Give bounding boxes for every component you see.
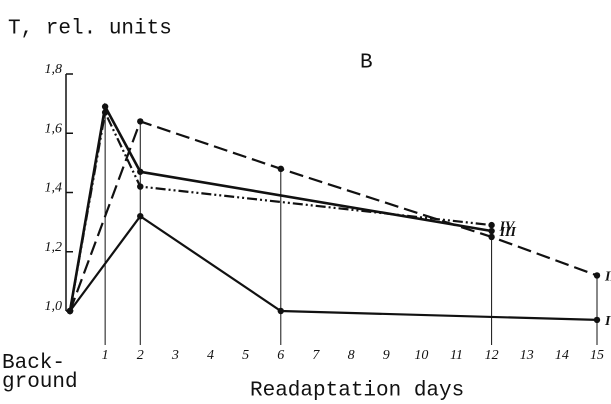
x-tick-label: 15 bbox=[590, 348, 604, 363]
x-tick-label: 1 bbox=[102, 348, 109, 363]
data-point bbox=[488, 227, 495, 235]
series-line bbox=[68, 120, 598, 312]
x-tick-label: Back- ground bbox=[2, 352, 78, 394]
data-point bbox=[137, 213, 144, 220]
series-line bbox=[68, 102, 492, 312]
data-point bbox=[137, 168, 144, 175]
data-point bbox=[277, 307, 284, 315]
data-point bbox=[488, 221, 495, 229]
y-tick-label: 1,6 bbox=[45, 121, 63, 136]
data-point bbox=[137, 118, 144, 125]
series-line bbox=[69, 214, 598, 321]
data-point bbox=[593, 272, 601, 279]
y-tick-label: 1,4 bbox=[45, 181, 63, 196]
x-tick-label: 8 bbox=[348, 348, 355, 363]
x-tick-label: 13 bbox=[520, 348, 534, 363]
y-axis-label: T, rel. units bbox=[8, 18, 172, 41]
y-tick-label: 1,8 bbox=[45, 62, 63, 77]
data-point bbox=[488, 233, 495, 241]
data-point bbox=[277, 165, 284, 172]
x-axis-label: Readaptation days bbox=[250, 380, 464, 403]
x-tick-label: 3 bbox=[171, 348, 179, 363]
series-label: III bbox=[499, 225, 517, 240]
y-tick-label: 1,2 bbox=[45, 240, 63, 255]
data-point bbox=[137, 183, 144, 190]
series-label: IV bbox=[499, 219, 516, 234]
x-tick-label: 14 bbox=[555, 348, 569, 363]
x-tick-label: 12 bbox=[485, 348, 499, 363]
data-point bbox=[101, 103, 109, 110]
x-tick-label: 2 bbox=[137, 348, 144, 363]
series-line bbox=[68, 108, 492, 312]
data-point bbox=[593, 316, 601, 324]
series-label: II bbox=[604, 270, 611, 285]
y-tick-label: 1,0 bbox=[45, 299, 63, 314]
x-tick-label: 11 bbox=[450, 348, 463, 363]
annotation: B bbox=[360, 52, 373, 75]
x-tick-label: 10 bbox=[414, 348, 428, 363]
data-point bbox=[101, 109, 109, 116]
x-tick-label: 7 bbox=[312, 348, 320, 363]
x-tick-label: 9 bbox=[383, 348, 390, 363]
x-tick-label: 5 bbox=[242, 348, 249, 363]
x-tick-label: 4 bbox=[207, 348, 214, 363]
x-tick-label: 6 bbox=[277, 348, 284, 363]
series-label: I bbox=[604, 314, 611, 329]
data-point bbox=[66, 307, 74, 315]
